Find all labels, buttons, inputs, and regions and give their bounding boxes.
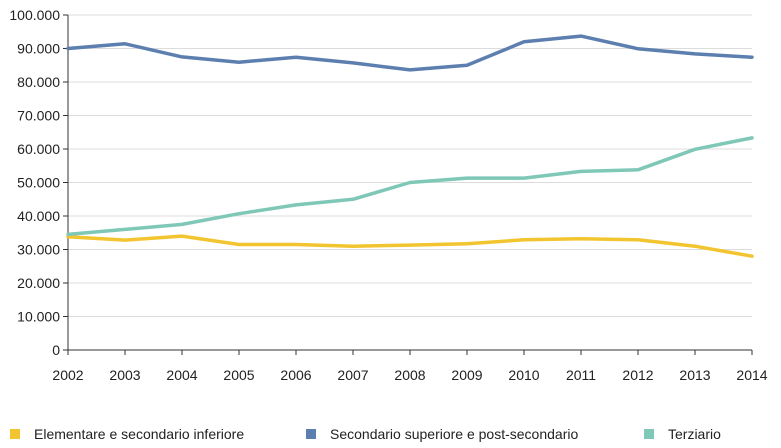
x-tick-label: 2011: [566, 367, 596, 383]
x-tick-label: 2006: [280, 367, 311, 383]
x-tick-label: 2009: [451, 367, 482, 383]
legend: Elementare e secondario inferiore Second…: [0, 424, 781, 444]
legend-label-elementare: Elementare e secondario inferiore: [34, 426, 245, 442]
y-tick-label: 60.000: [17, 141, 60, 157]
y-tick-label: 40.000: [17, 208, 60, 224]
y-tick-label: 10.000: [17, 309, 60, 325]
legend-item-terziario: Terziario: [644, 424, 721, 444]
y-tick-label: 80.000: [17, 74, 60, 90]
series-line-secondario: [66, 34, 754, 72]
y-tick-label: 90.000: [17, 41, 60, 57]
x-tick-label: 2004: [166, 367, 197, 383]
x-tick-label: 2007: [337, 367, 368, 383]
y-tick-label: 0: [52, 342, 60, 358]
y-tick-label: 100.000: [9, 7, 60, 23]
legend-item-elementare: Elementare e secondario inferiore: [10, 424, 244, 444]
legend-swatch-elementare: [10, 429, 20, 439]
y-tick-label: 30.000: [17, 242, 60, 258]
legend-swatch-terziario: [644, 429, 654, 439]
legend-label-secondario: Secondario superiore e post-secondario: [330, 426, 579, 442]
x-tick-label: 2003: [109, 367, 140, 383]
x-tick-label: 2010: [508, 367, 539, 383]
x-tick-label: 2014: [736, 367, 767, 383]
y-tick-label: 50.000: [17, 175, 60, 191]
x-tick-label: 2008: [394, 367, 425, 383]
legend-item-secondario: Secondario superiore e post-secondario: [306, 424, 578, 444]
series-line-terziario: [66, 136, 754, 237]
y-tick-label: 70.000: [17, 108, 60, 124]
y-tick-labels: 0 10.000 20.000 30.000 40.000 50.000 60.000 70.…: [9, 7, 60, 358]
x-tick-labels: 2002 2003 2004 2005 2006 2007 2008 2009 2010 2011…: [52, 367, 767, 383]
x-tick-label: 2005: [223, 367, 254, 383]
legend-label-terziario: Terziario: [668, 426, 721, 442]
x-tick-label: 2013: [679, 367, 710, 383]
x-tick-label: 2002: [52, 367, 83, 383]
x-tick-label: 2012: [622, 367, 653, 383]
series-lines: [66, 34, 754, 258]
series-line-elementare: [66, 234, 754, 258]
legend-swatch-secondario: [306, 429, 316, 439]
y-tick-label: 20.000: [17, 275, 60, 291]
axes: [63, 14, 753, 355]
